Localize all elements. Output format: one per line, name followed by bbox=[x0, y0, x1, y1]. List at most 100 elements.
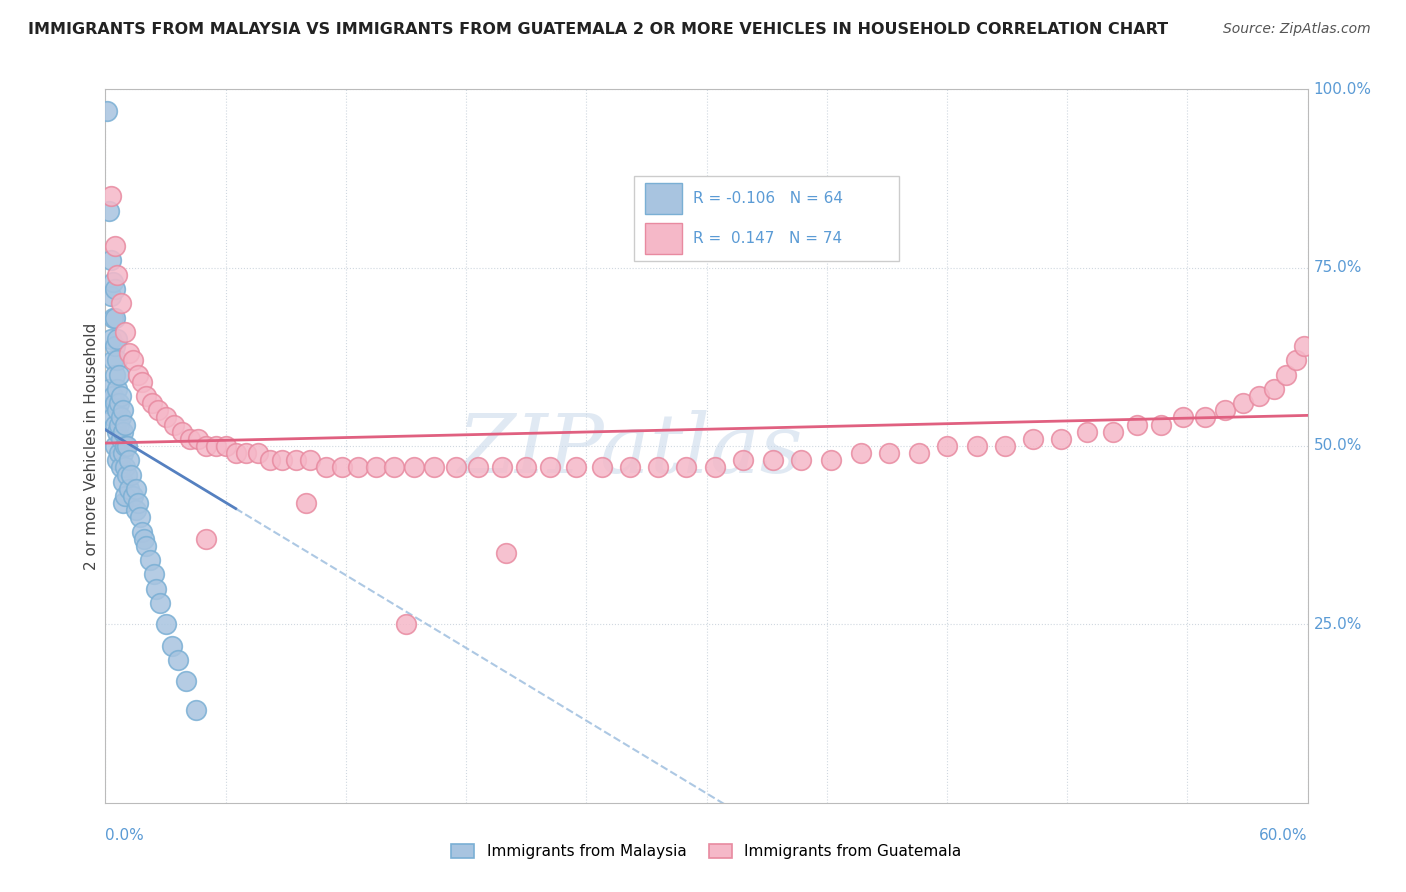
Point bbox=[1076, 425, 1098, 439]
Point bbox=[270, 453, 292, 467]
Point bbox=[127, 368, 149, 382]
Point bbox=[675, 460, 697, 475]
Point bbox=[145, 582, 167, 596]
Point bbox=[194, 532, 217, 546]
Point bbox=[347, 460, 370, 475]
Point bbox=[1215, 403, 1237, 417]
Point bbox=[107, 425, 129, 439]
Point bbox=[117, 467, 139, 482]
Point bbox=[204, 439, 226, 453]
Text: 60.0%: 60.0% bbox=[1260, 828, 1308, 843]
Point bbox=[112, 496, 135, 510]
Point bbox=[103, 310, 125, 325]
Point bbox=[565, 460, 588, 475]
Point bbox=[127, 496, 149, 510]
Point bbox=[1102, 425, 1125, 439]
Point bbox=[515, 460, 537, 475]
Point bbox=[110, 296, 132, 310]
Point bbox=[96, 396, 118, 410]
Point bbox=[107, 332, 129, 346]
Point bbox=[112, 403, 135, 417]
Point bbox=[315, 460, 337, 475]
Text: IMMIGRANTS FROM MALAYSIA VS IMMIGRANTS FROM GUATEMALA 2 OR MORE VEHICLES IN HOUS: IMMIGRANTS FROM MALAYSIA VS IMMIGRANTS F… bbox=[28, 22, 1168, 37]
Point bbox=[591, 460, 613, 475]
Text: R = -0.106   N = 64: R = -0.106 N = 64 bbox=[693, 191, 842, 206]
Point bbox=[382, 460, 405, 475]
Point bbox=[160, 639, 183, 653]
Point bbox=[108, 446, 131, 460]
FancyBboxPatch shape bbox=[645, 183, 682, 214]
Point bbox=[1263, 382, 1285, 396]
Point bbox=[142, 567, 165, 582]
Point bbox=[1050, 432, 1073, 446]
Text: 50.0%: 50.0% bbox=[1313, 439, 1362, 453]
Legend: Immigrants from Malaysia, Immigrants from Guatemala: Immigrants from Malaysia, Immigrants fro… bbox=[451, 845, 962, 859]
Point bbox=[174, 674, 197, 689]
Point bbox=[284, 453, 307, 467]
Point bbox=[124, 503, 146, 517]
Point bbox=[118, 346, 141, 360]
Point bbox=[1232, 396, 1254, 410]
Point bbox=[148, 596, 170, 610]
Point bbox=[104, 282, 127, 296]
Point bbox=[166, 653, 188, 667]
Point bbox=[107, 453, 129, 467]
Point bbox=[295, 496, 318, 510]
FancyBboxPatch shape bbox=[634, 176, 898, 261]
Point bbox=[491, 460, 513, 475]
Point bbox=[194, 439, 217, 453]
FancyBboxPatch shape bbox=[645, 224, 682, 254]
Text: 25.0%: 25.0% bbox=[1313, 617, 1362, 632]
Point bbox=[112, 475, 135, 489]
Point bbox=[110, 410, 132, 425]
Point bbox=[966, 439, 988, 453]
Point bbox=[110, 432, 132, 446]
Point bbox=[132, 532, 155, 546]
Point bbox=[1126, 417, 1149, 432]
Text: ZIPatlas: ZIPatlas bbox=[457, 409, 803, 490]
Point bbox=[124, 482, 146, 496]
Point bbox=[1194, 410, 1216, 425]
Point bbox=[138, 553, 160, 567]
Point bbox=[703, 460, 725, 475]
Point bbox=[1284, 353, 1306, 368]
Point bbox=[1249, 389, 1271, 403]
Point bbox=[146, 403, 169, 417]
Point bbox=[110, 389, 132, 403]
Point bbox=[104, 239, 127, 253]
Point bbox=[107, 353, 129, 368]
Point bbox=[1274, 368, 1296, 382]
Point bbox=[118, 453, 141, 467]
Point bbox=[395, 617, 418, 632]
Point bbox=[849, 446, 872, 460]
Point bbox=[104, 368, 127, 382]
Point bbox=[877, 446, 900, 460]
Point bbox=[108, 368, 131, 382]
Point bbox=[98, 382, 121, 396]
Text: 75.0%: 75.0% bbox=[1313, 260, 1362, 275]
Y-axis label: 2 or more Vehicles in Household: 2 or more Vehicles in Household bbox=[83, 322, 98, 570]
Point bbox=[155, 410, 177, 425]
Point bbox=[100, 332, 122, 346]
Point bbox=[103, 275, 125, 289]
Point bbox=[619, 460, 641, 475]
Text: 100.0%: 100.0% bbox=[1313, 82, 1372, 96]
Point bbox=[103, 389, 125, 403]
Point bbox=[96, 103, 118, 118]
Point bbox=[122, 489, 145, 503]
Point bbox=[235, 446, 257, 460]
Point bbox=[100, 189, 122, 203]
Point bbox=[187, 432, 209, 446]
Point bbox=[114, 460, 136, 475]
Point bbox=[108, 396, 131, 410]
Point bbox=[731, 453, 754, 467]
Point bbox=[820, 453, 842, 467]
Point bbox=[107, 268, 129, 282]
Point bbox=[994, 439, 1017, 453]
Point bbox=[647, 460, 669, 475]
Point bbox=[100, 289, 122, 303]
Point bbox=[98, 203, 121, 218]
Point bbox=[107, 403, 129, 417]
Point bbox=[103, 353, 125, 368]
Point bbox=[1022, 432, 1045, 446]
